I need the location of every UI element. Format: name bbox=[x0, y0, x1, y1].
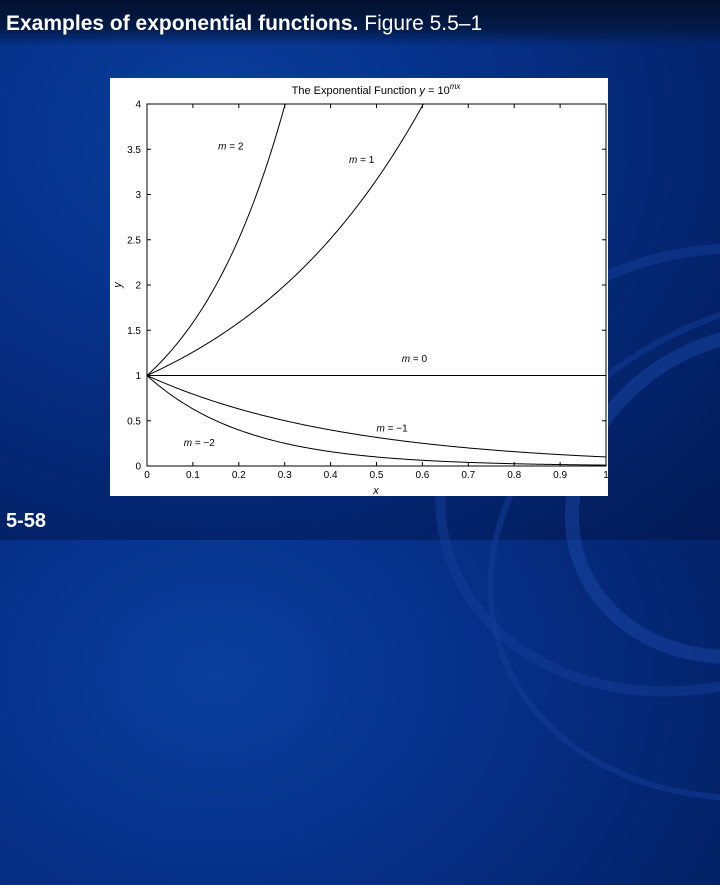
series-line-m2 bbox=[146, 103, 286, 376]
slide-title: Examples of exponential functions. Figur… bbox=[6, 12, 482, 36]
x-tick-label: 0.4 bbox=[324, 470, 338, 481]
x-tick-label: 0.7 bbox=[461, 470, 475, 481]
figure-panel: 0 0.1 0.2 0.3 0.4 0.5 0.6 0.7 0.8 0.9 1 0 0.5 1 1.5 2 2.… bbox=[110, 78, 608, 496]
x-tick-label: 0.2 bbox=[232, 470, 246, 481]
plot-area bbox=[147, 104, 606, 466]
tick-labels: 0 0.1 0.2 0.3 0.4 0.5 0.6 0.7 0.8 0.9 1 0 0.5 1 1.5 2 2.… bbox=[127, 100, 608, 482]
x-tick-label: 0 bbox=[144, 470, 150, 481]
x-tick-label: 1 bbox=[603, 470, 608, 481]
x-tick-label: 0.6 bbox=[415, 470, 429, 481]
y-axis-label: y bbox=[112, 281, 124, 289]
series-line-mneg1 bbox=[146, 375, 607, 458]
title-bar bbox=[0, 0, 720, 46]
y-tick-label: 2.5 bbox=[127, 235, 141, 246]
exponential-chart: 0 0.1 0.2 0.3 0.4 0.5 0.6 0.7 0.8 0.9 1 0 0.5 1 1.5 2 2.… bbox=[112, 82, 608, 496]
plot-frame bbox=[146, 103, 607, 467]
x-tick-label: 0.3 bbox=[278, 470, 292, 481]
y-tick-label: 3.5 bbox=[127, 145, 141, 156]
chart-title-eq-lhs: y bbox=[418, 85, 426, 97]
y-tick-label: 4 bbox=[135, 100, 141, 111]
y-tick-label: 0 bbox=[135, 462, 141, 473]
chart-title-prefix: The Exponential Function bbox=[292, 85, 420, 97]
series-line-m1 bbox=[146, 103, 424, 376]
chart-title-eq-base: = 10 bbox=[425, 85, 450, 97]
x-tick-label: 0.5 bbox=[370, 470, 384, 481]
y-tick-label: 1.5 bbox=[127, 326, 141, 337]
curve-label: m = 0 bbox=[402, 354, 428, 365]
slide-title-bold: Examples of exponential functions. bbox=[6, 12, 359, 35]
series-line-mneg2 bbox=[146, 375, 607, 466]
x-tick-label: 0.8 bbox=[507, 470, 521, 481]
series-lines bbox=[146, 103, 607, 466]
curve-labels: m = 2 m = 1 m = 0 m = −1 m = −2 bbox=[184, 141, 428, 449]
y-tick-label: 3 bbox=[135, 190, 141, 201]
x-tick-label: 0.9 bbox=[553, 470, 567, 481]
slide-title-figure-ref: Figure 5.5–1 bbox=[364, 12, 483, 35]
y-tick-label: 2 bbox=[135, 281, 141, 292]
x-axis-label: x bbox=[372, 485, 379, 496]
slide-number: 5-58 bbox=[6, 510, 47, 532]
chart-title: The Exponential Function y = 10mx bbox=[292, 82, 462, 97]
curve-label: m = 2 bbox=[218, 141, 244, 152]
y-tick-label: 1 bbox=[135, 371, 141, 382]
curve-label: m = 1 bbox=[349, 155, 375, 166]
chart-title-exponent: mx bbox=[450, 82, 462, 91]
y-tick-label: 0.5 bbox=[127, 416, 141, 427]
x-tick-label: 0.1 bbox=[186, 470, 200, 481]
curve-label: m = −1 bbox=[377, 424, 409, 435]
curve-label: m = −2 bbox=[184, 438, 216, 449]
